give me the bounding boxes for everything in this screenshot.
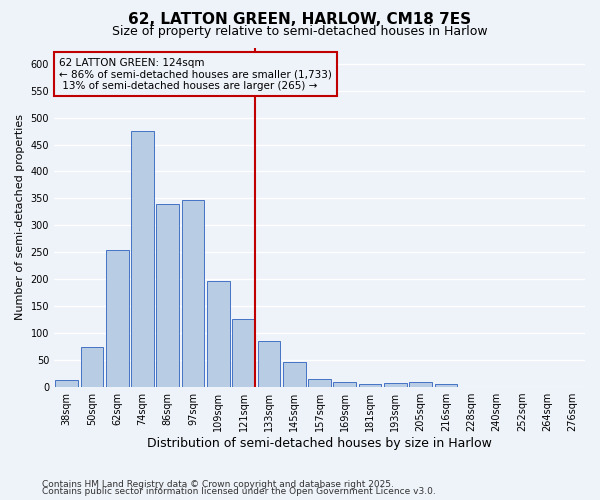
- Text: 62, LATTON GREEN, HARLOW, CM18 7ES: 62, LATTON GREEN, HARLOW, CM18 7ES: [128, 12, 472, 28]
- Bar: [359, 384, 382, 387]
- Bar: [106, 250, 128, 387]
- Bar: [131, 130, 154, 387]
- X-axis label: Distribution of semi-detached houses by size in Harlow: Distribution of semi-detached houses by …: [147, 437, 492, 450]
- Bar: [485, 386, 508, 387]
- Bar: [157, 204, 179, 387]
- Bar: [409, 382, 432, 387]
- Bar: [283, 362, 305, 387]
- Text: Contains public sector information licensed under the Open Government Licence v3: Contains public sector information licen…: [42, 488, 436, 496]
- Bar: [536, 386, 559, 387]
- Bar: [232, 319, 255, 387]
- Bar: [434, 384, 457, 387]
- Bar: [308, 379, 331, 387]
- Bar: [182, 200, 205, 387]
- Text: Contains HM Land Registry data © Crown copyright and database right 2025.: Contains HM Land Registry data © Crown c…: [42, 480, 394, 489]
- Bar: [207, 281, 230, 387]
- Bar: [80, 346, 103, 387]
- Bar: [55, 380, 78, 387]
- Text: 62 LATTON GREEN: 124sqm
← 86% of semi-detached houses are smaller (1,733)
 13% o: 62 LATTON GREEN: 124sqm ← 86% of semi-de…: [59, 58, 332, 91]
- Bar: [257, 340, 280, 387]
- Bar: [334, 382, 356, 387]
- Bar: [384, 383, 407, 387]
- Y-axis label: Number of semi-detached properties: Number of semi-detached properties: [15, 114, 25, 320]
- Bar: [460, 386, 482, 387]
- Text: Size of property relative to semi-detached houses in Harlow: Size of property relative to semi-detach…: [112, 25, 488, 38]
